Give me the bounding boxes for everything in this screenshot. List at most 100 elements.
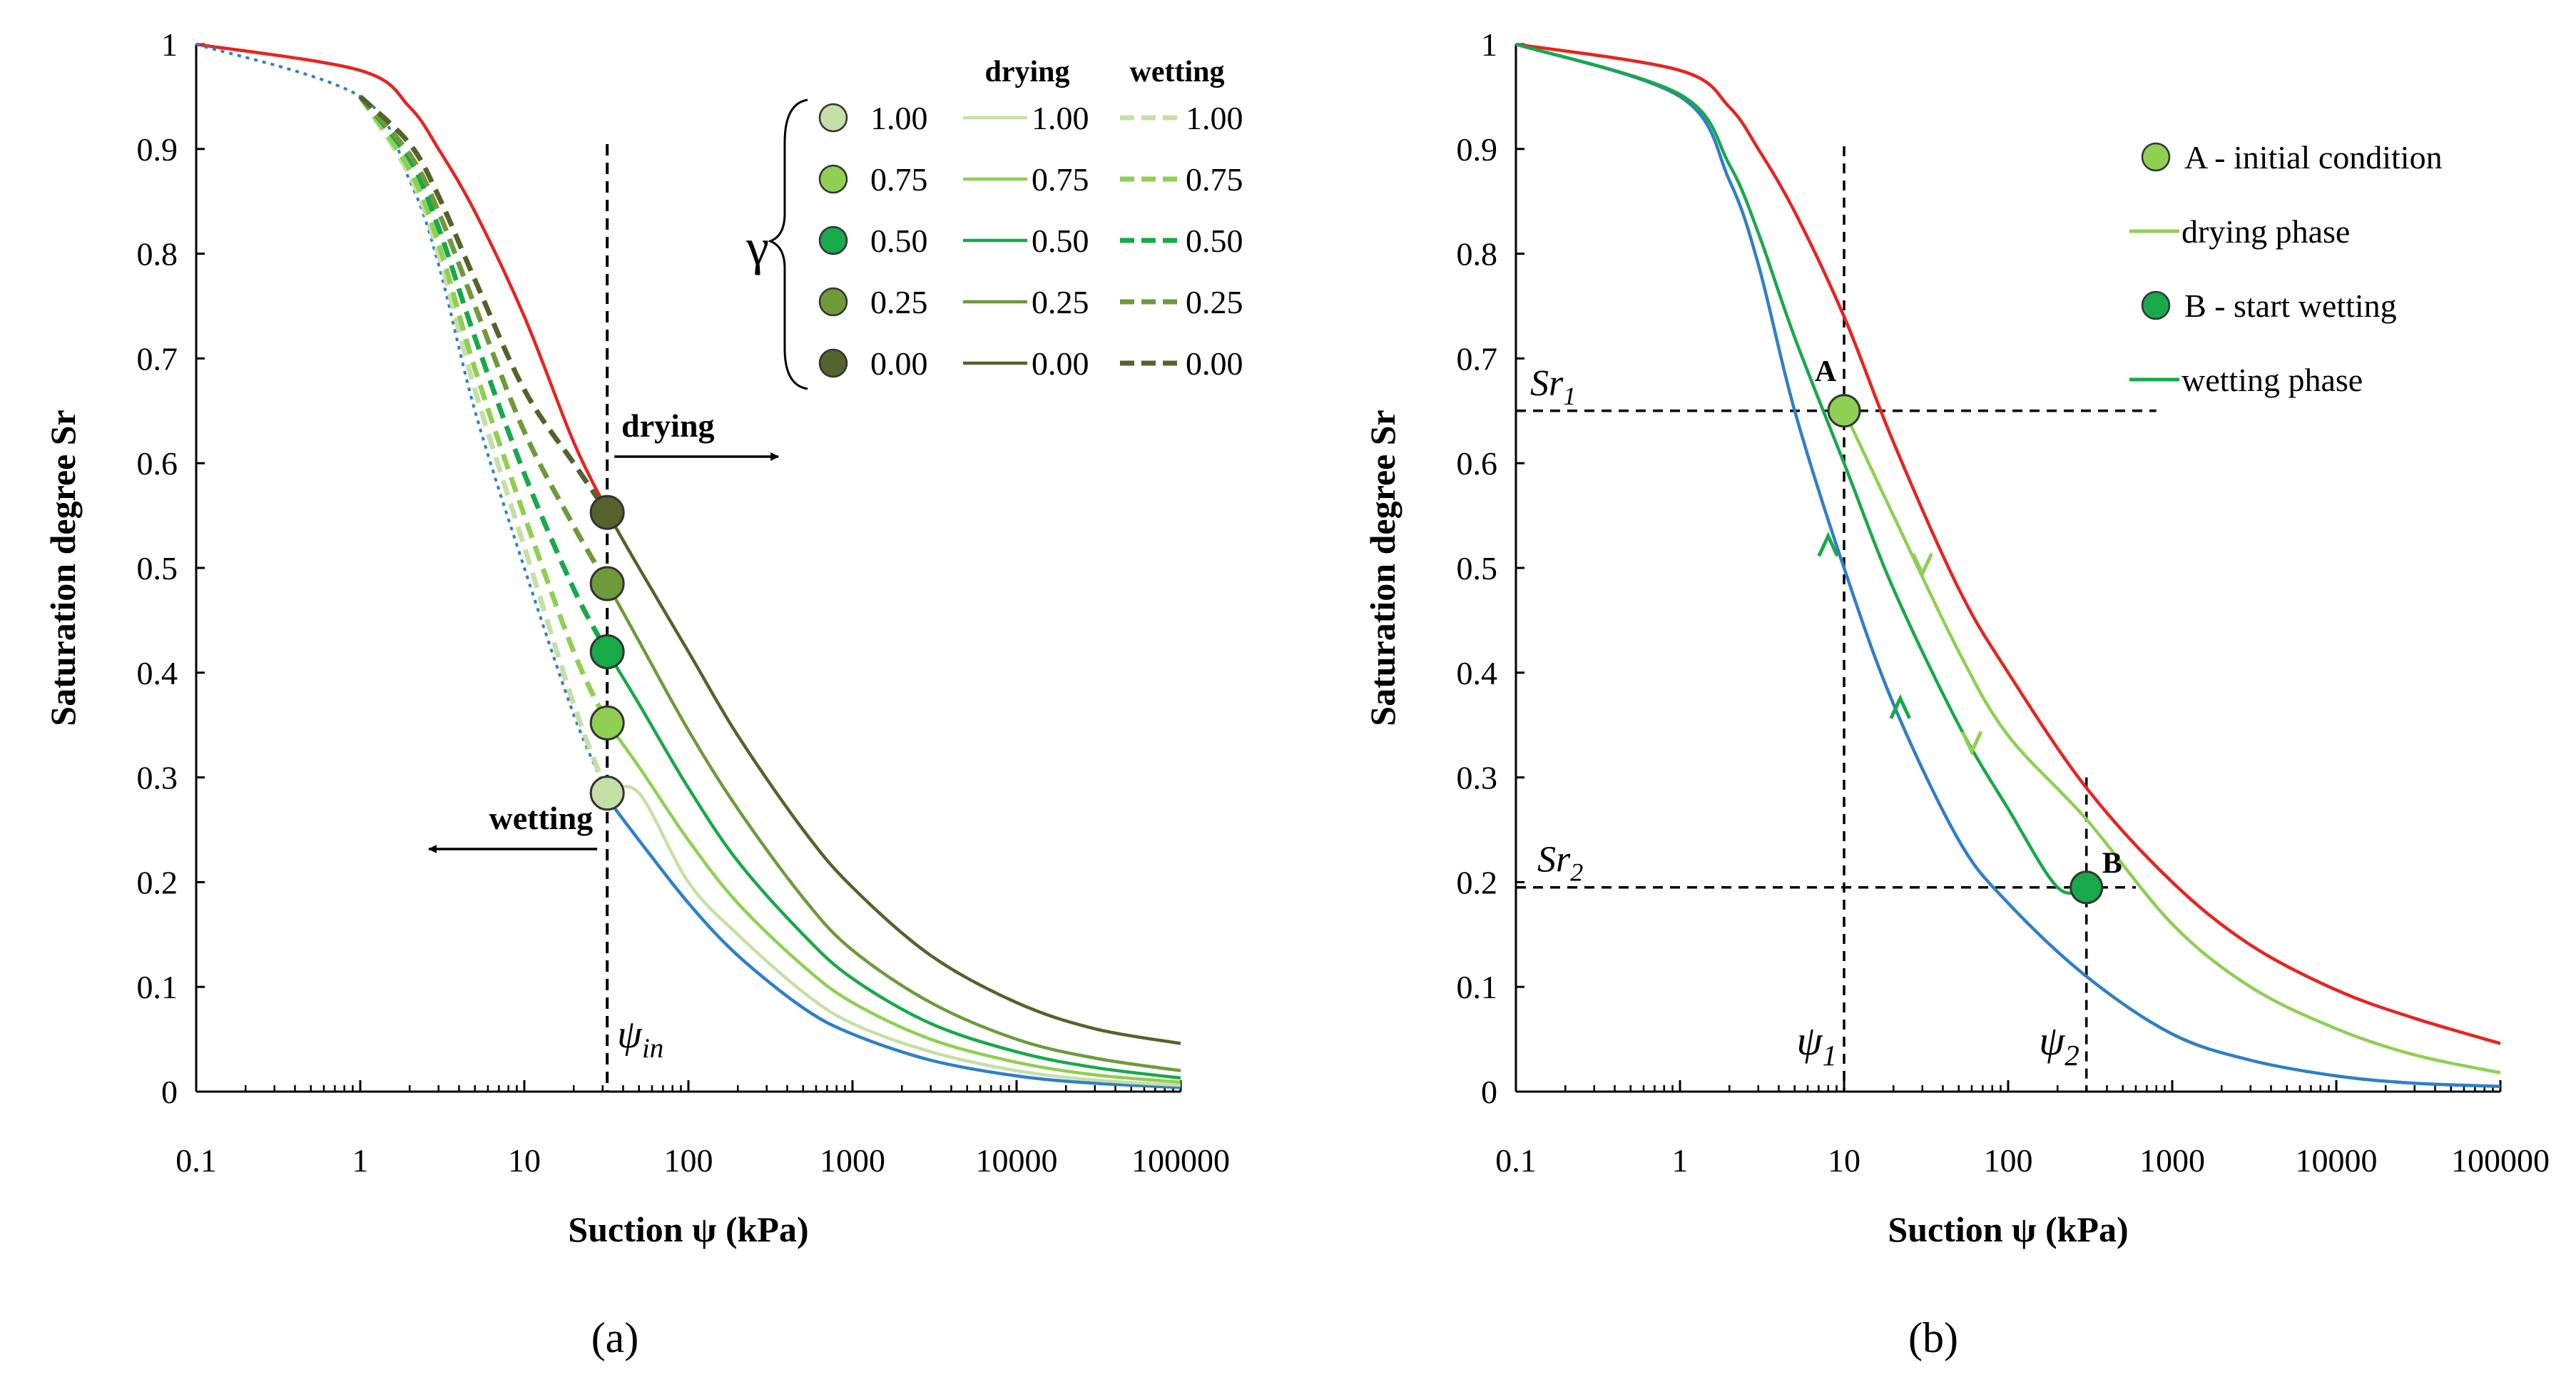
y-tick-label: 0.3 [1457,760,1498,796]
legend-a: drying wetting γ 1.00 1.00 1.00 0.75 0.75 0.75 0.… [745,56,1243,390]
x-tick-label: 100000 [2451,1142,2550,1179]
y-tick-label: 0.8 [1457,236,1498,273]
legend-wetting-value: 0.50 [1186,223,1243,259]
direction-arrow [1960,731,1983,756]
y-tick-label: 1 [1481,26,1497,63]
y-tick-label: 0 [1481,1074,1497,1110]
legend-label: drying phase [2182,213,2350,250]
series-line [358,95,610,724]
y-tick-label: 0.2 [137,864,178,900]
x-tick-label: 100 [664,1142,713,1179]
series-line [606,785,1181,1087]
panel-a-chart: 0 0.1 0.2 0.3 0.4 0.5 0.6 0.7 0.8 0.9 1 0.1 1 10 100 10… [43,26,1243,1249]
data-point-marker [2070,870,2104,905]
y-tick-label: 1 [161,26,178,63]
series-line [1842,410,2501,1074]
data-point-marker [589,705,625,741]
y-tick-label: 0.1 [1457,969,1498,1005]
psi1-label: ψ1 [1796,1017,1837,1072]
x-tick-label: 0.1 [175,1142,217,1179]
x-tick-label: 1 [352,1142,369,1179]
series-line [358,94,610,514]
legend-gamma-value: 0.25 [870,284,928,320]
legend-wetting-value: 0.25 [1186,284,1243,320]
y-axis-title: Saturation degree Sr [43,410,83,726]
series-line [606,797,1181,1089]
panel-b-caption: (b) [1908,1314,1958,1361]
series-line [1515,42,2501,1045]
wetting-arrow-label: wetting [489,800,594,836]
x-tick-label: 10000 [2296,1142,2378,1179]
drying-arrow-label: drying [621,407,714,444]
panel-b-chart: 0 0.1 0.2 0.3 0.4 0.5 0.6 0.7 0.8 0.9 1 0.1 1 10 100 10… [1363,26,2550,1249]
y-tick-label: 0.4 [137,655,178,691]
series-line [606,651,1181,1080]
legend-col-wetting: wetting [1130,56,1225,88]
series-line [606,721,1181,1084]
series-line [358,95,610,654]
y-tick-label: 0.1 [137,969,178,1005]
y-tick-label: 0.4 [1457,655,1498,691]
legend-marker [818,348,848,378]
x-tick-label: 1 [1672,1142,1689,1179]
legend-gamma-value: 0.00 [870,345,928,382]
series-line [358,95,610,794]
legend-gamma-symbol: γ [745,218,769,275]
y-tick-label: 0.9 [137,131,178,168]
legend-marker [2141,290,2171,320]
y-tick-label: 0.6 [1457,445,1498,482]
y-axis-title: Saturation degree Sr [1363,410,1402,726]
series-line [1515,42,2501,1088]
legend-drying-value: 0.75 [1032,161,1089,198]
psi-in-label: ψin [617,1012,663,1064]
series-line [606,582,1181,1072]
x-tick-label: 100 [1984,1142,2033,1179]
series-line [606,512,1181,1045]
legend-drying-value: 0.00 [1032,345,1089,382]
y-tick-label: 0.2 [1457,864,1498,900]
legend-gamma-value: 0.50 [870,223,928,259]
legend-drying-value: 0.25 [1032,284,1089,320]
x-tick-label: 1000 [820,1142,885,1179]
x-tick-label: 0.1 [1495,1142,1537,1179]
data-point-marker [1827,394,1861,428]
x-axis-title: Suction ψ (kPa) [568,1209,808,1249]
legend-marker [818,103,848,133]
psi2-label: ψ2 [2039,1017,2079,1072]
legend-label: wetting phase [2182,362,2363,398]
legend-label: B - start wetting [2184,288,2397,324]
legend-marker [818,287,848,317]
y-tick-label: 0 [161,1074,178,1110]
legend-brace [767,98,808,390]
direction-arrow [1889,693,1912,719]
legend-gamma-value: 1.00 [870,100,928,136]
legend-b: A - initial condition drying phase B - sta… [2129,139,2443,398]
direction-arrow [1911,552,1934,578]
y-tick-label: 0.5 [137,550,178,586]
sr2-label: Sr2 [1537,840,1583,887]
x-tick-label: 10000 [976,1142,1058,1179]
legend-marker [2141,142,2171,172]
y-tick-label: 0.7 [1457,340,1498,377]
x-tick-label: 1000 [2139,1142,2205,1179]
direction-arrow [1817,532,1839,557]
y-tick-label: 0.9 [1457,131,1498,168]
x-tick-label: 10 [508,1142,541,1179]
point-a-label: A [1815,355,1837,388]
data-point-marker [589,566,625,601]
legend-wetting-value: 1.00 [1186,100,1243,136]
legend-marker [818,225,848,255]
x-tick-label: 10 [1828,1142,1860,1179]
sr1-label: Sr1 [1530,363,1576,410]
data-point-marker [589,634,625,669]
series-line [1515,42,2087,895]
x-tick-label: 100000 [1131,1142,1230,1179]
x-axis-title: Suction ψ (kPa) [1888,1209,2128,1249]
y-tick-label: 0.5 [1457,550,1498,586]
data-point-marker [589,494,625,530]
y-tick-label: 0.6 [137,445,178,482]
legend-gamma-value: 0.75 [870,161,928,198]
legend-col-drying: drying [984,56,1069,88]
legend-label: A - initial condition [2184,139,2443,176]
